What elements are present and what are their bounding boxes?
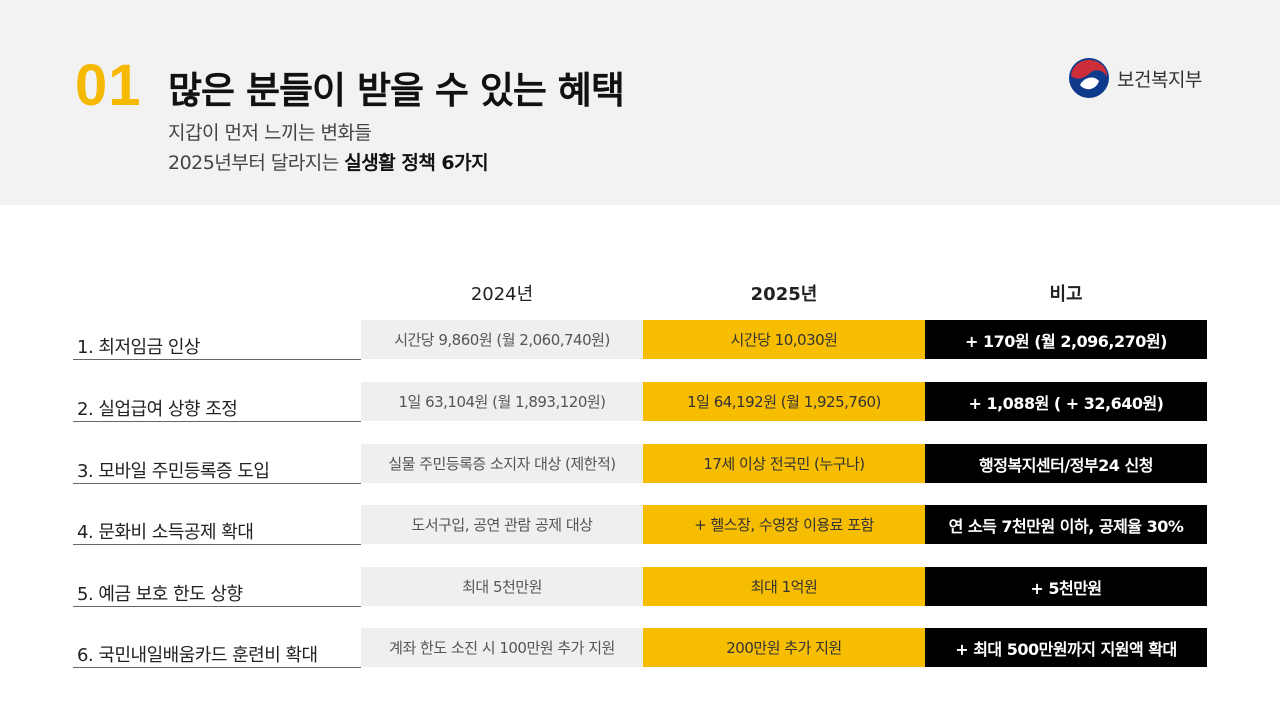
- ministry-name: 보건복지부: [1117, 68, 1202, 91]
- cell-2024: 최대 5천만원: [361, 567, 643, 606]
- header-band: 01 많은 분들이 받을 수 있는 혜택 지갑이 먼저 느끼는 변화들 2025…: [0, 0, 1280, 205]
- cell-2025: 17세 이상 전국민 (누구나): [643, 444, 925, 483]
- subtitle-line-2-bold: 실생활 정책 6가지: [344, 152, 489, 174]
- cell-2025: 시간당 10,030원: [643, 320, 925, 359]
- cell-2025: 1일 64,192원 (월 1,925,760): [643, 382, 925, 421]
- cell-2024: 시간당 9,860원 (월 2,060,740원): [361, 320, 643, 359]
- cell-note: + 1,088원 ( + 32,640원): [925, 382, 1207, 421]
- row-label: 2. 실업급여 상향 조정: [73, 382, 361, 422]
- cell-note: + 5천만원: [925, 567, 1207, 606]
- cell-2025: 200만원 추가 지원: [643, 628, 925, 667]
- subtitle-line-1: 지갑이 먼저 느끼는 변화들: [168, 122, 372, 144]
- cell-2024: 계좌 한도 소진 시 100만원 추가 지원: [361, 628, 643, 667]
- cell-2025: + 헬스장, 수영장 이용료 포함: [643, 505, 925, 544]
- row-label: 4. 문화비 소득공제 확대: [73, 505, 361, 545]
- cell-2024: 실물 주민등록증 소지자 대상 (제한적): [361, 444, 643, 483]
- ministry-logo: 보건복지부: [1068, 57, 1202, 99]
- row-label: 3. 모바일 주민등록증 도입: [73, 444, 361, 484]
- page-title: 많은 분들이 받을 수 있는 혜택: [168, 69, 625, 112]
- cell-2025: 최대 1억원: [643, 567, 925, 606]
- row-label: 1. 최저임금 인상: [73, 320, 361, 360]
- cell-note: 연 소득 7천만원 이하, 공제율 30%: [925, 505, 1207, 544]
- column-header-note: 비고: [1049, 284, 1083, 305]
- taegeuk-logo-icon: [1069, 58, 1109, 98]
- subtitle-line-2-prefix: 2025년부터 달라지는: [168, 152, 345, 174]
- section-number: 01: [75, 53, 142, 118]
- row-label: 6. 국민내일배움카드 훈련비 확대: [73, 628, 361, 668]
- subtitle-line-2: 2025년부터 달라지는 실생활 정책 6가지: [168, 148, 489, 175]
- cell-2024: 도서구입, 공연 관람 공제 대상: [361, 505, 643, 544]
- row-label: 5. 예금 보호 한도 상향: [73, 567, 361, 607]
- column-header-2025: 2025년: [750, 284, 818, 305]
- column-header-2024: 2024년: [470, 284, 534, 305]
- cell-note: + 최대 500만원까지 지원액 확대: [925, 628, 1207, 667]
- cell-note: + 170원 (월 2,096,270원): [925, 320, 1207, 359]
- cell-note: 행정복지센터/정부24 신청: [925, 444, 1207, 483]
- cell-2024: 1일 63,104원 (월 1,893,120원): [361, 382, 643, 421]
